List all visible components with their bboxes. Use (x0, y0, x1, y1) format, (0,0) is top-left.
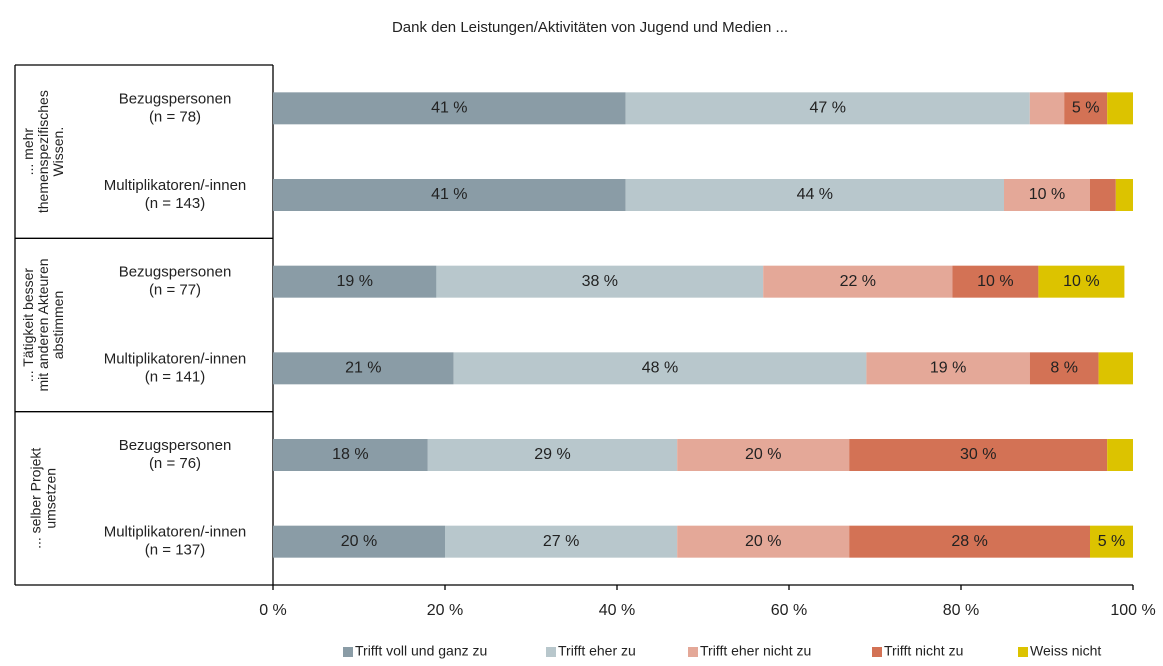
value-label: 41 % (431, 100, 467, 117)
value-label: 44 % (797, 186, 833, 203)
bar-segment (273, 92, 626, 125)
bar-segment (1090, 525, 1133, 558)
bar-segment (677, 525, 850, 558)
value-label: 20 % (745, 533, 781, 550)
value-label: 27 % (543, 533, 579, 550)
group-label-line: ... selber Projekt (27, 448, 43, 549)
group-label: ... selber Projektumsetzen (27, 448, 58, 549)
chart-title: Dank den Leistungen/Aktivitäten von Juge… (392, 19, 788, 36)
category-label: Bezugspersonen (119, 264, 232, 281)
category-label: (n = 77) (149, 282, 201, 299)
group-label-line: Wissen. (50, 127, 66, 177)
category-label: Bezugspersonen (119, 437, 232, 454)
value-label: 20 % (745, 446, 781, 463)
value-label: 22 % (840, 273, 876, 290)
value-label: 19 % (930, 360, 966, 377)
category-label: Multiplikatoren/-innen (104, 524, 247, 541)
value-label: 10 % (1063, 273, 1099, 290)
bar-segment (273, 179, 626, 211)
bar-segment (849, 439, 1108, 471)
bar-segment (436, 265, 764, 298)
legend-swatch (688, 647, 698, 657)
bar-segment (1090, 179, 1116, 211)
value-label: 21 % (345, 360, 381, 377)
bar-segment (273, 525, 445, 558)
bar-segment (1064, 92, 1108, 125)
category-label: (n = 76) (149, 455, 201, 472)
category-label: (n = 137) (145, 542, 205, 559)
value-label: 38 % (582, 273, 618, 290)
legend-label: Weiss nicht (1030, 643, 1101, 659)
bar-segment (453, 352, 867, 385)
bar-segment (677, 439, 850, 471)
value-label: 5 % (1072, 100, 1100, 117)
bar-segment (1107, 92, 1133, 125)
bar-segment (952, 265, 1039, 298)
legend-swatch (1018, 647, 1028, 657)
group-label-line: umsetzen (42, 468, 58, 529)
group-label-line: themenspezifisches (35, 90, 51, 213)
bar-segment (445, 525, 678, 558)
bar-segment (1029, 92, 1065, 125)
group-label-line: ... mehr (20, 128, 36, 176)
value-label: 41 % (431, 186, 467, 203)
value-label: 18 % (332, 446, 368, 463)
value-label: 30 % (960, 446, 996, 463)
value-label: 20 % (341, 533, 377, 550)
bar-segment (866, 352, 1030, 385)
bar-segment (1038, 265, 1125, 298)
bar-segment (427, 439, 678, 471)
legend-swatch (343, 647, 353, 657)
value-label: 10 % (1029, 186, 1065, 203)
category-label: Multiplikatoren/-innen (104, 350, 247, 367)
bar-segment (625, 179, 1004, 211)
value-label: 8 % (1050, 360, 1078, 377)
bar-segment (625, 92, 1030, 125)
category-label: Bezugspersonen (119, 90, 232, 107)
group-label: ... mehrthemenspezifischesWissen. (20, 90, 66, 213)
legend-label: Trifft voll und ganz zu (355, 643, 487, 659)
category-label: (n = 78) (149, 108, 201, 125)
legend-label: Trifft eher zu (558, 643, 636, 659)
x-tick-label: 60 % (771, 602, 807, 619)
legend-label: Trifft eher nicht zu (700, 643, 811, 659)
x-tick-label: 0 % (259, 602, 287, 619)
category-label: (n = 143) (145, 195, 205, 212)
bar-segment (763, 265, 953, 298)
group-label: ... Tätigkeit bessermit anderen Akteuren… (20, 258, 66, 391)
category-label: Multiplikatoren/-innen (104, 177, 247, 194)
value-label: 10 % (977, 273, 1013, 290)
value-label: 5 % (1098, 533, 1126, 550)
legend-swatch (872, 647, 882, 657)
bar-segment (273, 352, 454, 385)
x-tick-label: 80 % (943, 602, 979, 619)
legend-swatch (546, 647, 556, 657)
bar-segment (1107, 439, 1133, 471)
legend-label: Trifft nicht zu (884, 643, 963, 659)
group-label-line: mit anderen Akteuren (35, 258, 51, 391)
x-tick-label: 20 % (427, 602, 463, 619)
bar-segment (273, 439, 428, 471)
category-label: (n = 141) (145, 368, 205, 385)
bar-segment (1004, 179, 1090, 211)
x-tick-label: 100 % (1110, 602, 1155, 619)
value-label: 29 % (534, 446, 570, 463)
bar-segment (1098, 352, 1133, 385)
group-label-line: ... Tätigkeit besser (20, 268, 36, 382)
value-label: 47 % (809, 100, 845, 117)
bar-segment (273, 265, 437, 298)
bar-segment (849, 525, 1090, 558)
group-label-line: abstimmen (50, 291, 66, 359)
bar-segment (1115, 179, 1133, 211)
value-label: 28 % (951, 533, 987, 550)
x-tick-label: 40 % (599, 602, 635, 619)
value-label: 48 % (642, 360, 678, 377)
value-label: 19 % (336, 273, 372, 290)
bar-segment (1029, 352, 1099, 385)
